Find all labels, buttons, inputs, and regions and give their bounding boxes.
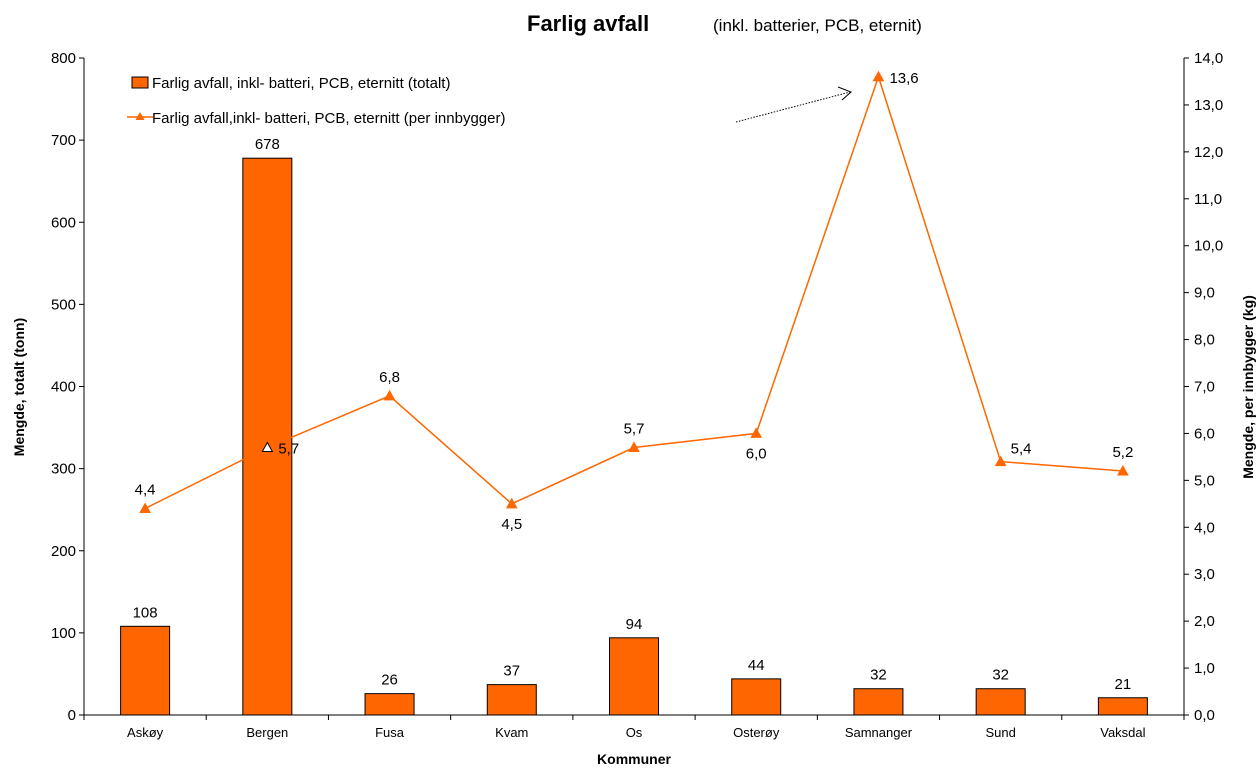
line-point	[261, 441, 274, 453]
bar	[242, 157, 293, 716]
y-left-tick-label: 500	[51, 296, 76, 313]
bar-value-label: 108	[133, 604, 158, 621]
legend-line-label: Farlig avfall,inkl- batteri, PCB, eterni…	[152, 110, 505, 127]
annotation-arrow	[735, 86, 852, 123]
bar-value-label: 678	[255, 136, 280, 153]
bar	[731, 678, 782, 716]
line-point	[872, 70, 885, 82]
y-left-tick-label: 300	[51, 461, 76, 478]
y-left-tick-label: 100	[51, 625, 76, 642]
line-value-label: 4,4	[135, 482, 156, 499]
chart-title: Farlig avfall	[527, 11, 649, 36]
line-value-label: 5,2	[1112, 444, 1133, 461]
line-point	[628, 441, 640, 453]
y-right-tick-label: 9,0	[1194, 285, 1215, 302]
y-right-tick-label: 11,0	[1194, 191, 1222, 208]
line-value-label: 13,6	[889, 70, 918, 87]
bar-value-label: 44	[748, 657, 765, 674]
bar-value-label: 32	[992, 667, 1009, 684]
legend-bar-swatch	[131, 76, 149, 89]
data-labels: 108 678 26 37 94 44 32 32 21 4,4 5,7 6,8 4,5 5,7 6,0 13…	[133, 70, 1134, 693]
x-tick-label: Askøy	[127, 725, 164, 740]
bar	[364, 693, 415, 716]
bar	[609, 637, 659, 716]
y-left-tick-label: 600	[51, 214, 76, 231]
x-axis-title: Kommuner	[597, 751, 671, 767]
line-point	[750, 427, 763, 438]
bar	[486, 684, 537, 716]
legend-line-marker	[135, 112, 145, 120]
bar-value-label: 37	[503, 663, 520, 680]
x-tick-label: Fusa	[375, 725, 405, 740]
y-right-tick-label: 2,0	[1194, 613, 1215, 630]
y-axis-left-title: Mengde, totalt (tonn)	[11, 318, 27, 456]
line-point	[1117, 464, 1129, 476]
bar	[853, 688, 904, 716]
bar-value-label: 94	[626, 616, 643, 633]
bar	[120, 625, 171, 716]
y-left-tick-label: 200	[51, 543, 76, 560]
x-tick-label: Bergen	[246, 725, 288, 740]
y-left-tick-label: 700	[51, 132, 76, 149]
y-right-tick-label: 5,0	[1194, 472, 1215, 489]
bar-value-label: 26	[381, 672, 398, 689]
annotation-arrow-head	[837, 86, 852, 101]
line-value-label: 6,8	[379, 369, 400, 386]
legend-bar-label: Farlig avfall, inkl- batteri, PCB, etern…	[152, 75, 450, 92]
y-right-tick-label: 8,0	[1194, 332, 1215, 349]
x-tick-label: Kvam	[495, 725, 528, 740]
axes: 0 100 200 300 400 500 600 700 800 0,0 1,0 2,0 3,0 4,0…	[51, 50, 1223, 740]
bar	[975, 688, 1026, 716]
chart-subtitle: (inkl. batterier, PCB, eternit)	[713, 16, 922, 35]
y-right-tick-label: 1,0	[1194, 660, 1215, 677]
x-tick-label: Os	[626, 725, 643, 740]
y-right-tick-label: 12,0	[1194, 144, 1223, 161]
x-tick-label: Vaksdal	[1100, 725, 1145, 740]
y-left-tick-label: 400	[51, 379, 76, 396]
x-tick-label: Sund	[985, 725, 1015, 740]
line-point	[505, 497, 518, 509]
y-right-tick-label: 13,0	[1194, 97, 1223, 114]
x-tick-label: Samnanger	[845, 725, 913, 740]
y-right-tick-label: 7,0	[1194, 379, 1215, 396]
line-point	[994, 455, 1007, 467]
line-value-label: 5,7	[278, 441, 299, 458]
bar-value-label: 32	[870, 667, 887, 684]
annotation-arrow-line	[735, 91, 851, 123]
line-series	[139, 70, 1129, 514]
x-tick-label: Osterøy	[733, 725, 780, 740]
bar	[1097, 697, 1148, 716]
y-right-tick-label: 6,0	[1194, 425, 1215, 442]
line-value-label: 5,7	[624, 421, 645, 438]
y-right-tick-label: 10,0	[1194, 238, 1223, 255]
line-point	[383, 389, 396, 401]
bar-series	[120, 157, 1148, 716]
y-axis-right-title: Mengde, per innbygger (kg)	[1240, 295, 1256, 479]
y-left-tick-label: 0	[68, 707, 76, 724]
y-right-tick-label: 4,0	[1194, 519, 1215, 536]
y-right-tick-label: 0,0	[1194, 707, 1215, 724]
y-right-tick-label: 14,0	[1194, 50, 1223, 67]
y-left-tick-label: 800	[51, 50, 76, 67]
line-value-label: 4,5	[501, 516, 522, 533]
line-point	[139, 502, 151, 514]
legend: Farlig avfall, inkl- batteri, PCB, etern…	[127, 75, 505, 127]
bar-value-label: 21	[1115, 676, 1132, 693]
line-value-label: 6,0	[746, 445, 767, 462]
line-value-label: 5,4	[1011, 441, 1032, 458]
y-right-tick-label: 3,0	[1194, 566, 1215, 583]
